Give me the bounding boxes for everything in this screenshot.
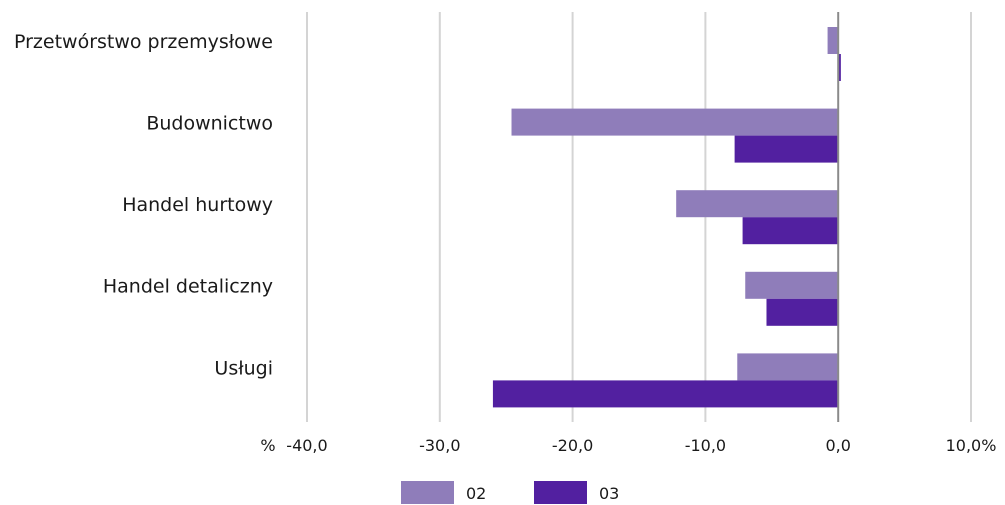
gridlines (306, 12, 972, 422)
legend: 02 03 (401, 481, 619, 504)
bar-02-0 (827, 27, 839, 54)
category-labels: Przetwórstwo przemysłowe Budownictwo Hande… (14, 31, 273, 379)
bar-03-2 (742, 217, 839, 245)
x-axis-unit-label: % (260, 436, 275, 455)
x-tick-label: -10,0 (685, 436, 726, 455)
x-tick-labels: -40,0 -30,0 -20,0 -10,0 0,0 10,0% (286, 436, 996, 455)
bar-03-3 (766, 298, 839, 326)
x-tick-label: 10,0% (946, 436, 997, 455)
bar-03-0 (838, 54, 841, 81)
legend-label-02: 02 (466, 484, 486, 503)
category-label: Usługi (214, 357, 273, 379)
bar-02-1 (511, 108, 839, 136)
category-label: Budownictwo (146, 112, 273, 134)
legend-swatch-03 (534, 481, 587, 504)
x-tick-label: -30,0 (419, 436, 460, 455)
bar-03-4 (492, 380, 839, 408)
x-tick-label: -40,0 (286, 436, 327, 455)
x-tick-label: 0,0 (825, 436, 850, 455)
category-label: Handel detaliczny (103, 276, 273, 298)
bar-02-2 (676, 190, 839, 218)
bar-02-4 (737, 353, 839, 381)
bars (492, 27, 841, 408)
category-label: Handel hurtowy (122, 194, 273, 216)
bar-02-3 (745, 271, 839, 299)
category-label: Przetwórstwo przemysłowe (14, 31, 273, 53)
legend-swatch-02 (401, 481, 454, 504)
legend-label-03: 03 (599, 484, 619, 503)
bar-03-1 (734, 135, 839, 163)
x-tick-label: -20,0 (552, 436, 593, 455)
